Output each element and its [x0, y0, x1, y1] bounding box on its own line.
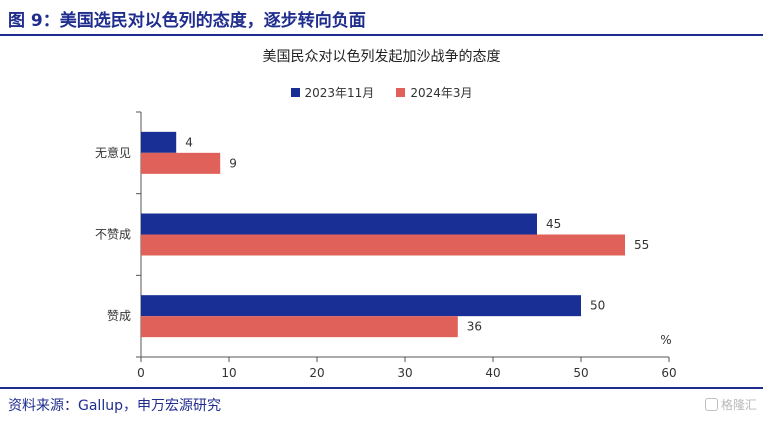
data-label: 55	[634, 238, 649, 252]
chart-legend: 2023年11月 2024年3月	[0, 84, 763, 101]
bar-2024	[141, 152, 221, 174]
legend-item-2024: 2024年3月	[396, 84, 473, 101]
legend-item-2023: 2023年11月	[290, 84, 375, 101]
figure-header: 图 9：美国选民对以色列的态度，逐步转向负面	[0, 0, 763, 40]
watermark-logo-icon	[704, 398, 718, 411]
legend-swatch-2024	[396, 88, 406, 97]
bar-2023	[141, 131, 177, 153]
bar-2024	[141, 316, 458, 338]
watermark: 格隆汇	[704, 396, 757, 413]
x-tick-label: 60	[661, 366, 676, 380]
x-tick-label: 20	[309, 366, 324, 380]
legend-swatch-2023	[290, 88, 300, 97]
x-tick-label: 30	[397, 366, 412, 380]
watermark-text: 格隆汇	[720, 398, 757, 412]
unit-label: %	[660, 333, 671, 347]
bar-2024	[141, 234, 625, 256]
data-label: 9	[229, 156, 237, 170]
x-tick-label: 0	[137, 366, 145, 380]
chart-title: 美国民众对以色列发起加沙战争的态度	[262, 49, 501, 65]
x-tick-label: 40	[485, 366, 500, 380]
footer-rule	[0, 387, 763, 389]
y-category-label: 赞成	[107, 309, 131, 323]
x-tick-label: 10	[221, 366, 236, 380]
header-rule	[0, 34, 763, 36]
data-label: 36	[467, 320, 482, 334]
x-tick-label: 50	[573, 366, 588, 380]
bar-2023	[141, 213, 537, 235]
y-category-label: 无意见	[95, 145, 131, 160]
data-label: 45	[546, 217, 561, 231]
legend-label-2023: 2023年11月	[304, 86, 375, 100]
data-label: 4	[185, 135, 193, 149]
legend-label-2024: 2024年3月	[410, 86, 473, 100]
source-note: 资料来源：Gallup，申万宏源研究	[8, 398, 221, 414]
data-label: 50	[590, 299, 605, 313]
y-category-label: 不赞成	[95, 228, 131, 242]
bar-2023	[141, 295, 581, 317]
figure-title: 图 9：美国选民对以色列的态度，逐步转向负面	[8, 11, 366, 31]
